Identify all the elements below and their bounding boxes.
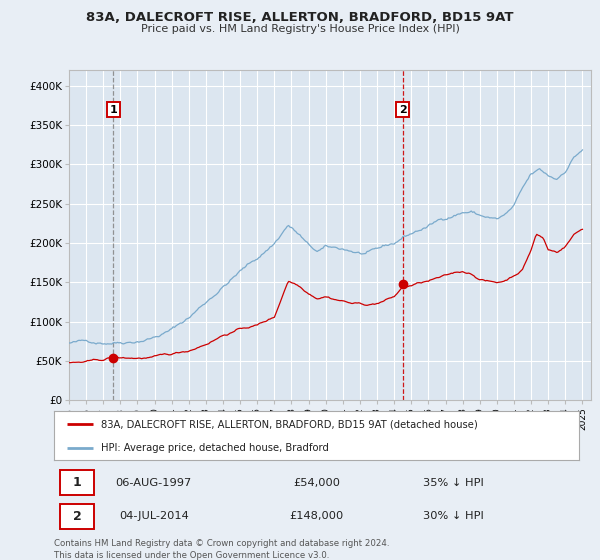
Text: 2: 2 xyxy=(73,510,82,523)
Text: HPI: Average price, detached house, Bradford: HPI: Average price, detached house, Brad… xyxy=(101,443,329,453)
Bar xyxy=(60,470,94,496)
Text: Contains HM Land Registry data © Crown copyright and database right 2024.
This d: Contains HM Land Registry data © Crown c… xyxy=(54,539,389,559)
Text: Price paid vs. HM Land Registry's House Price Index (HPI): Price paid vs. HM Land Registry's House … xyxy=(140,24,460,34)
Text: 04-JUL-2014: 04-JUL-2014 xyxy=(119,511,188,521)
Text: £148,000: £148,000 xyxy=(289,511,344,521)
Text: 2: 2 xyxy=(399,105,407,115)
Text: 1: 1 xyxy=(73,476,82,489)
Bar xyxy=(60,503,94,529)
Text: 1: 1 xyxy=(110,105,118,115)
Text: 30% ↓ HPI: 30% ↓ HPI xyxy=(422,511,484,521)
Text: 83A, DALECROFT RISE, ALLERTON, BRADFORD, BD15 9AT (detached house): 83A, DALECROFT RISE, ALLERTON, BRADFORD,… xyxy=(101,419,478,430)
Text: 06-AUG-1997: 06-AUG-1997 xyxy=(116,478,192,488)
Text: 83A, DALECROFT RISE, ALLERTON, BRADFORD, BD15 9AT: 83A, DALECROFT RISE, ALLERTON, BRADFORD,… xyxy=(86,11,514,24)
Text: 35% ↓ HPI: 35% ↓ HPI xyxy=(422,478,484,488)
Text: £54,000: £54,000 xyxy=(293,478,340,488)
